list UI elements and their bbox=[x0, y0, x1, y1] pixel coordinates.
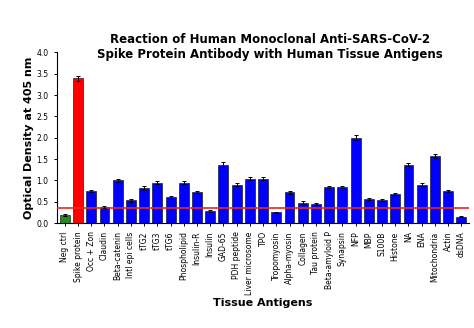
Bar bbox=[403, 165, 413, 223]
Bar bbox=[232, 185, 242, 223]
Bar bbox=[417, 185, 427, 223]
Bar bbox=[139, 188, 149, 223]
Bar bbox=[284, 192, 294, 223]
Bar bbox=[364, 199, 374, 223]
Bar bbox=[443, 191, 453, 223]
Bar bbox=[298, 203, 308, 223]
Text: Reaction of Human Monoclonal Anti-SARS-CoV-2
Spike Protein Antibody with Human T: Reaction of Human Monoclonal Anti-SARS-C… bbox=[97, 33, 443, 61]
Bar bbox=[192, 192, 202, 223]
Bar bbox=[430, 156, 440, 223]
Bar bbox=[390, 194, 400, 223]
Bar bbox=[152, 182, 162, 223]
Bar bbox=[165, 197, 175, 223]
Bar bbox=[73, 78, 83, 223]
Bar bbox=[219, 165, 228, 223]
X-axis label: Tissue Antigens: Tissue Antigens bbox=[213, 297, 313, 308]
Bar bbox=[60, 215, 70, 223]
Bar bbox=[113, 180, 123, 223]
Bar bbox=[258, 179, 268, 223]
Bar bbox=[351, 138, 361, 223]
Bar bbox=[271, 213, 281, 223]
Bar bbox=[456, 216, 466, 223]
Bar bbox=[324, 187, 334, 223]
Bar bbox=[100, 207, 109, 223]
Bar bbox=[245, 179, 255, 223]
Bar bbox=[311, 204, 321, 223]
Bar bbox=[377, 200, 387, 223]
Bar bbox=[86, 191, 96, 223]
Bar bbox=[126, 200, 136, 223]
Bar bbox=[337, 187, 347, 223]
Bar bbox=[179, 182, 189, 223]
Y-axis label: Optical Density at 405 nm: Optical Density at 405 nm bbox=[24, 56, 34, 219]
Bar bbox=[205, 211, 215, 223]
